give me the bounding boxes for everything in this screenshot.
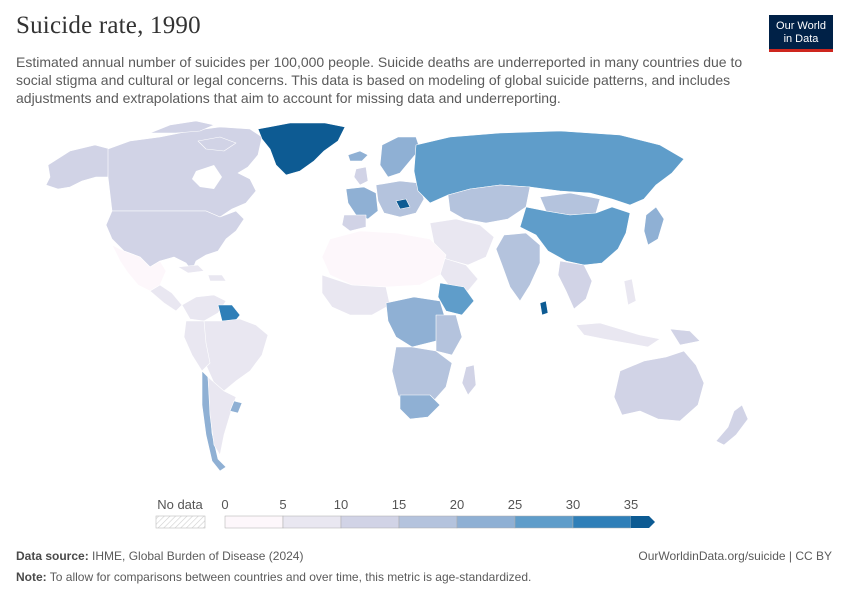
footer-note: Note: To allow for comparisons between c…	[16, 570, 531, 584]
note-text: To allow for comparisons between countri…	[46, 570, 532, 584]
region-arctic-islands[interactable]	[149, 120, 237, 152]
source-text: IHME, Global Burden of Disease (2024)	[88, 549, 304, 563]
legend-bin-3	[398, 515, 458, 529]
owid-logo[interactable]: Our World in Data	[769, 15, 833, 52]
world-map[interactable]	[0, 115, 850, 500]
region-new-zealand[interactable]	[715, 404, 749, 446]
region-russia[interactable]	[413, 130, 685, 206]
region-caribbean[interactable]	[177, 264, 227, 282]
region-west-africa[interactable]	[321, 274, 391, 316]
legend-tick-label: 20	[450, 497, 464, 512]
region-australia[interactable]	[613, 350, 705, 422]
region-western-europe[interactable]	[345, 186, 379, 220]
region-iceland[interactable]	[347, 150, 369, 162]
region-madagascar[interactable]	[461, 364, 477, 396]
region-png[interactable]	[669, 328, 701, 346]
region-uk[interactable]	[353, 166, 369, 186]
region-greenland[interactable]	[257, 122, 346, 176]
region-ethiopia[interactable]	[437, 282, 475, 316]
region-east-africa[interactable]	[435, 314, 463, 356]
legend-tick-label: 30	[566, 497, 580, 512]
source-label: Data source:	[16, 549, 89, 563]
legend-bin-5	[514, 515, 574, 529]
region-china[interactable]	[519, 206, 631, 266]
chart-title: Suicide rate, 1990	[16, 12, 201, 39]
legend-tick-label: 35	[624, 497, 638, 512]
legend-bin-arrow	[631, 516, 655, 528]
region-indonesia[interactable]	[575, 322, 661, 348]
region-argentina[interactable]	[207, 376, 237, 456]
note-label: Note:	[16, 570, 47, 584]
region-canada[interactable]	[107, 126, 263, 218]
region-mexico[interactable]	[111, 244, 167, 292]
hudson-bay	[192, 165, 222, 189]
region-central-asia[interactable]	[447, 184, 531, 224]
legend-tick-label: 0	[221, 497, 228, 512]
legend-no-data-swatch	[155, 515, 206, 529]
legend-tick-label: 10	[334, 497, 348, 512]
region-uruguay[interactable]	[229, 400, 243, 414]
region-iberia[interactable]	[341, 214, 367, 232]
map-legend: No data 0 5 10 15 20 25 30 35	[155, 497, 655, 529]
region-philippines[interactable]	[623, 278, 637, 306]
legend-bin-1	[282, 515, 342, 529]
legend-bins	[224, 515, 655, 529]
legend-ticks: 0 5 10 15 20 25 30 35	[221, 497, 638, 512]
region-north-africa[interactable]	[321, 230, 447, 288]
legend-tick-label: 5	[279, 497, 286, 512]
region-peru-bolivia[interactable]	[183, 320, 211, 372]
footer-url[interactable]: OurWorldinData.org/suicide | CC BY	[638, 549, 832, 563]
region-sri-lanka[interactable]	[539, 300, 549, 316]
legend-bin-6	[572, 515, 632, 529]
region-south-africa[interactable]	[399, 394, 441, 420]
legend-bin-2	[340, 515, 400, 529]
region-eastern-europe[interactable]	[375, 180, 425, 218]
legend-no-data-label: No data	[157, 497, 203, 512]
region-southeast-asia[interactable]	[557, 260, 593, 310]
region-hungary[interactable]	[395, 198, 411, 210]
region-india[interactable]	[495, 232, 541, 302]
chart-subtitle: Estimated annual number of suicides per …	[16, 54, 743, 106]
legend-bin-4	[456, 515, 516, 529]
legend-tick-label: 25	[508, 497, 522, 512]
legend-tick-label: 15	[392, 497, 406, 512]
footer-source: Data source: IHME, Global Burden of Dise…	[16, 549, 303, 563]
region-central-america[interactable]	[149, 284, 183, 312]
logo-line-2: in Data	[783, 33, 819, 45]
region-alaska[interactable]	[45, 144, 111, 190]
logo-line-1: Our World	[776, 20, 826, 32]
region-japan[interactable]	[643, 206, 665, 246]
region-scandinavia[interactable]	[379, 136, 421, 178]
legend-bin-0	[224, 515, 284, 529]
